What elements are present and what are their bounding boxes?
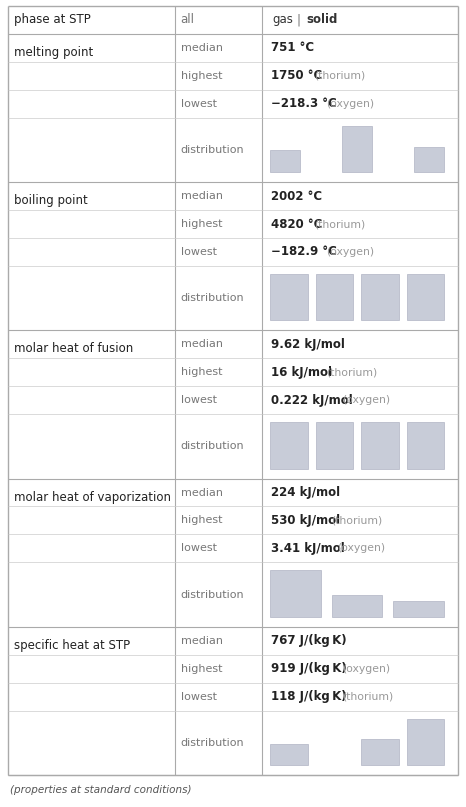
Text: (oxygen): (oxygen) <box>343 395 391 405</box>
Text: distribution: distribution <box>180 145 244 155</box>
Text: 919 J/(kg K): 919 J/(kg K) <box>271 663 347 675</box>
Bar <box>270 150 300 172</box>
Text: (properties at standard conditions): (properties at standard conditions) <box>10 785 192 795</box>
Text: (thorium): (thorium) <box>326 367 377 377</box>
Text: 1750 °C: 1750 °C <box>271 69 322 82</box>
Text: 9.62 kJ/mol: 9.62 kJ/mol <box>271 338 345 351</box>
Text: −182.9 °C: −182.9 °C <box>271 245 337 258</box>
Text: melting point: melting point <box>14 46 93 59</box>
Bar <box>270 274 308 320</box>
Text: 751 °C: 751 °C <box>271 41 315 54</box>
Text: (oxygen): (oxygen) <box>337 543 385 554</box>
Text: 4820 °C: 4820 °C <box>271 218 322 231</box>
Bar <box>316 422 353 469</box>
Text: lowest: lowest <box>180 247 217 257</box>
Text: |: | <box>296 14 300 27</box>
Text: (oxygen): (oxygen) <box>326 247 374 257</box>
Text: distribution: distribution <box>180 293 244 303</box>
Text: highest: highest <box>180 516 222 525</box>
Bar <box>316 274 353 320</box>
Text: distribution: distribution <box>180 738 244 748</box>
Bar <box>270 571 321 617</box>
Text: (thorium): (thorium) <box>343 692 394 701</box>
Text: boiling point: boiling point <box>14 194 88 207</box>
Text: 530 kJ/mol: 530 kJ/mol <box>271 514 340 527</box>
Bar <box>393 600 444 617</box>
Bar <box>332 595 383 617</box>
Text: 16 kJ/mol: 16 kJ/mol <box>271 366 332 378</box>
Text: distribution: distribution <box>180 441 244 451</box>
Text: (oxygen): (oxygen) <box>326 98 374 109</box>
Text: molar heat of fusion: molar heat of fusion <box>14 342 133 355</box>
Text: specific heat at STP: specific heat at STP <box>14 639 130 652</box>
Text: 767 J/(kg K): 767 J/(kg K) <box>271 634 347 647</box>
Bar <box>270 422 308 469</box>
Bar <box>414 147 444 172</box>
Text: median: median <box>180 487 222 498</box>
Text: gas: gas <box>272 14 293 27</box>
Text: median: median <box>180 43 222 53</box>
Text: highest: highest <box>180 71 222 81</box>
Text: highest: highest <box>180 367 222 377</box>
Text: 118 J/(kg K): 118 J/(kg K) <box>271 690 347 703</box>
Text: (thorium): (thorium) <box>315 71 366 81</box>
Bar <box>270 744 308 765</box>
Text: median: median <box>180 636 222 646</box>
Text: (oxygen): (oxygen) <box>343 663 391 674</box>
Text: highest: highest <box>180 219 222 229</box>
Text: 2002 °C: 2002 °C <box>271 190 322 203</box>
Text: 0.222 kJ/mol: 0.222 kJ/mol <box>271 394 353 407</box>
Text: distribution: distribution <box>180 590 244 600</box>
Text: lowest: lowest <box>180 395 217 405</box>
Bar <box>343 126 372 172</box>
Bar <box>361 274 398 320</box>
Text: (thorium): (thorium) <box>315 219 366 229</box>
Bar <box>407 274 444 320</box>
Text: median: median <box>180 191 222 201</box>
Text: median: median <box>180 339 222 349</box>
Text: 3.41 kJ/mol: 3.41 kJ/mol <box>271 541 345 555</box>
Text: molar heat of vaporization: molar heat of vaporization <box>14 491 171 504</box>
Text: lowest: lowest <box>180 98 217 109</box>
Text: 224 kJ/mol: 224 kJ/mol <box>271 486 340 499</box>
Text: phase at STP: phase at STP <box>14 14 91 27</box>
Text: highest: highest <box>180 663 222 674</box>
Text: all: all <box>180 14 194 27</box>
Text: lowest: lowest <box>180 692 217 701</box>
Bar <box>407 718 444 765</box>
Bar <box>361 422 398 469</box>
Text: −218.3 °C: −218.3 °C <box>271 97 337 111</box>
Bar <box>407 422 444 469</box>
Text: solid: solid <box>306 14 338 27</box>
Text: lowest: lowest <box>180 543 217 554</box>
Text: (thorium): (thorium) <box>331 516 383 525</box>
Bar <box>361 739 398 765</box>
